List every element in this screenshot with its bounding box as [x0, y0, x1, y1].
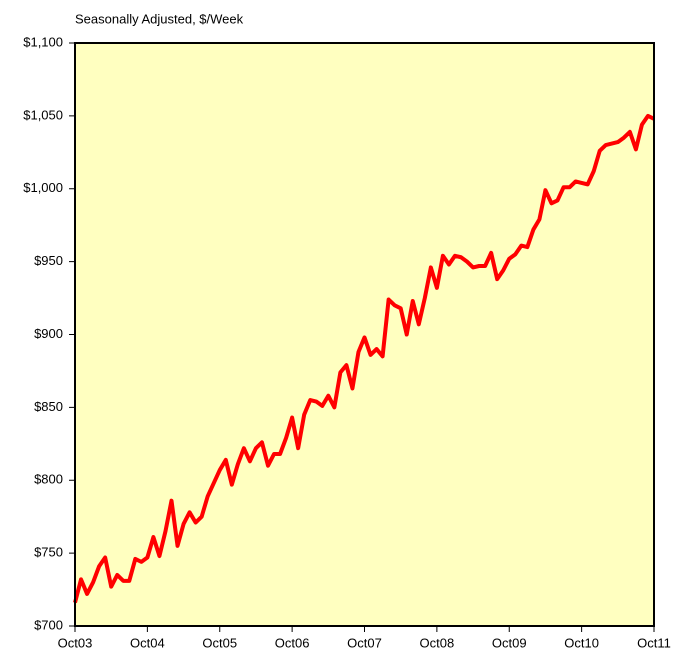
y-tick-label: $1,000: [23, 180, 63, 195]
x-tick-label: Oct04: [130, 635, 165, 650]
y-tick-label: $1,100: [23, 34, 63, 49]
x-tick-label: Oct09: [492, 635, 527, 650]
y-tick-label: $700: [34, 617, 63, 632]
data-line: [73, 113, 655, 604]
x-tick-label: Oct11: [637, 635, 671, 650]
x-tick-label: Oct07: [347, 635, 382, 650]
y-tick-label: $950: [34, 253, 63, 268]
plot-border: [74, 42, 655, 627]
x-tick-label: Oct05: [202, 635, 237, 650]
x-tick-label: Oct03: [58, 635, 93, 650]
x-tick-label: Oct08: [420, 635, 455, 650]
plot-area: [75, 43, 654, 626]
y-tick-label: $750: [34, 545, 63, 560]
y-tick-label: $900: [34, 326, 63, 341]
y-tick-label: $850: [34, 399, 63, 414]
y-tick-label: $1,050: [23, 107, 63, 122]
x-tick-label: Oct10: [564, 635, 599, 650]
y-tick-label: $800: [34, 472, 63, 487]
x-tick-label: Oct06: [275, 635, 310, 650]
chart-subtitle: Seasonally Adjusted, $/Week: [75, 11, 244, 26]
